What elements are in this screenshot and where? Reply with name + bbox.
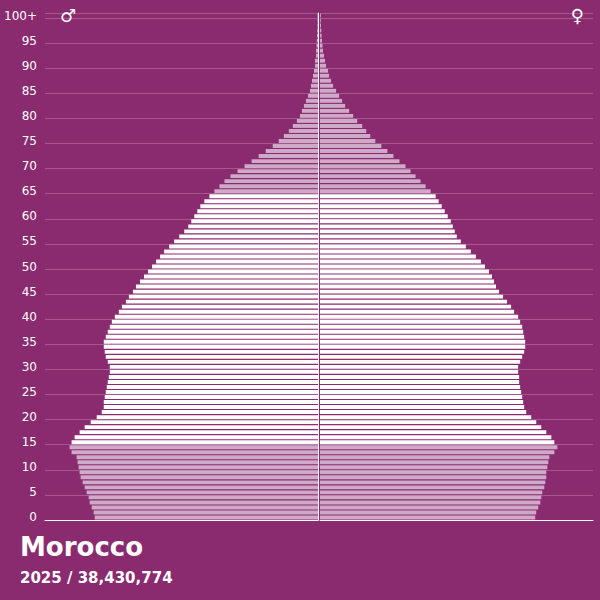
svg-text:75: 75 (22, 134, 37, 148)
svg-text:50: 50 (22, 260, 37, 274)
svg-text:35: 35 (22, 335, 37, 349)
svg-text:100+: 100+ (4, 9, 37, 23)
svg-text:Morocco: Morocco (20, 532, 143, 562)
svg-text:0: 0 (29, 510, 37, 524)
svg-text:70: 70 (22, 159, 37, 173)
svg-text:5: 5 (29, 485, 37, 499)
svg-text:80: 80 (22, 109, 37, 123)
svg-text:15: 15 (22, 435, 37, 449)
svg-text:2025 / 38,430,774: 2025 / 38,430,774 (20, 569, 173, 587)
svg-text:10: 10 (22, 460, 37, 474)
svg-text:90: 90 (22, 59, 37, 73)
svg-text:30: 30 (22, 360, 37, 374)
svg-text:45: 45 (22, 285, 37, 299)
svg-text:♀: ♀ (571, 5, 584, 26)
svg-text:65: 65 (22, 184, 37, 198)
svg-text:85: 85 (22, 84, 37, 98)
svg-text:♂: ♂ (60, 5, 76, 26)
svg-text:55: 55 (22, 234, 37, 248)
svg-text:40: 40 (22, 310, 37, 324)
svg-text:95: 95 (22, 34, 37, 48)
svg-text:20: 20 (22, 410, 37, 424)
svg-text:25: 25 (22, 385, 37, 399)
svg-text:60: 60 (22, 209, 37, 223)
